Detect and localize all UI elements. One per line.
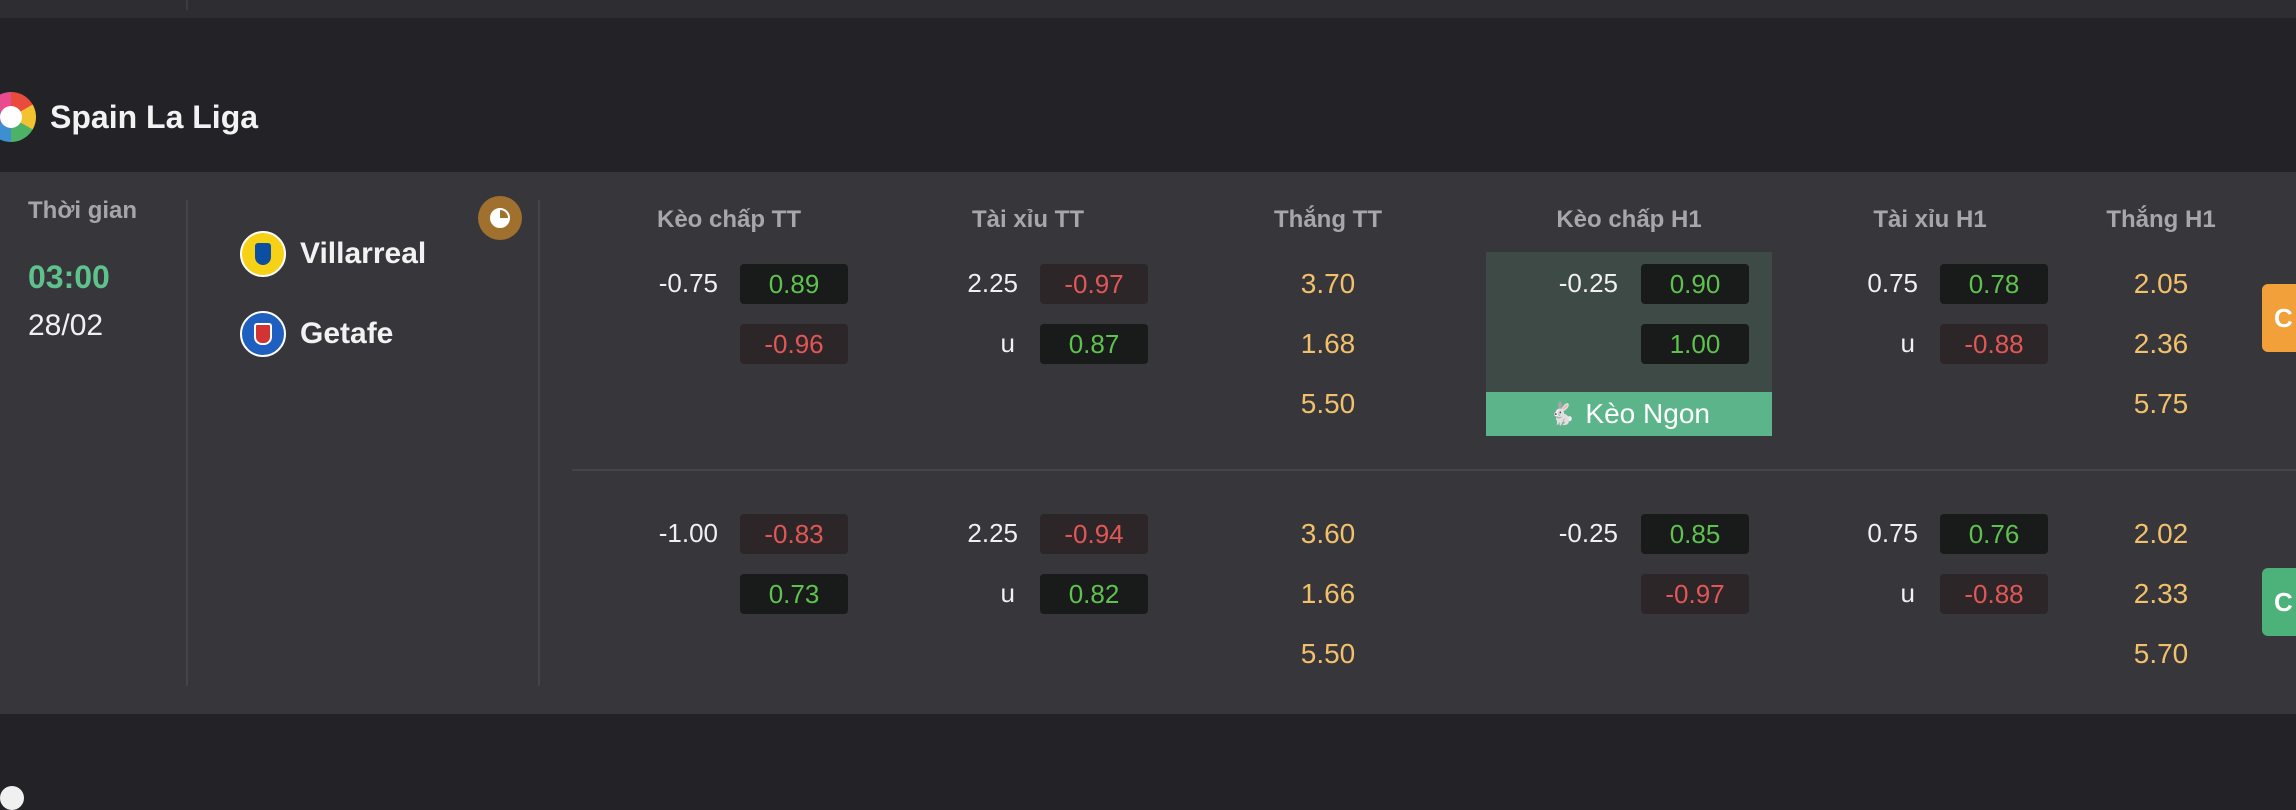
- odds-button[interactable]: 0.73: [740, 574, 848, 614]
- bet-button-orange[interactable]: C: [2262, 284, 2296, 352]
- laliga-logo-ball: [0, 106, 22, 128]
- win-odds-home[interactable]: 3.70: [1300, 268, 1356, 299]
- bet-button-green[interactable]: C: [2262, 568, 2296, 636]
- odds-button[interactable]: -0.88: [1940, 574, 2048, 614]
- previous-match-strip: [0, 0, 2296, 18]
- under-label: u: [1900, 578, 1915, 608]
- away-team-name: Getafe: [300, 317, 394, 350]
- column-divider: [538, 200, 540, 686]
- odds-button[interactable]: 0.89: [740, 264, 848, 304]
- win-odds-home[interactable]: 2.05: [2133, 268, 2189, 299]
- time-label: Thời gian: [28, 197, 138, 224]
- total-line: 2.25: [967, 268, 1018, 298]
- col-header-handicap-ft: Kèo chấp TT: [656, 206, 801, 233]
- odds-button[interactable]: 0.87: [1040, 324, 1148, 364]
- win-odds-home[interactable]: 2.02: [2133, 518, 2189, 549]
- odds-button[interactable]: 1.00: [1641, 324, 1749, 364]
- kickoff-time: 03:00: [28, 259, 110, 295]
- keo-ngon-label: Kèo Ngon: [1585, 398, 1710, 429]
- home-team[interactable]: Villarreal: [240, 230, 426, 278]
- away-team[interactable]: Getafe: [240, 310, 393, 358]
- odds-button[interactable]: -0.97: [1040, 264, 1148, 304]
- handicap-line: -0.25: [1558, 268, 1618, 298]
- keo-ngon-badge[interactable]: 🐇 Kèo Ngon: [1486, 392, 1772, 436]
- under-label: u: [1000, 578, 1015, 608]
- column-divider: [186, 200, 188, 686]
- win-odds-home[interactable]: 3.60: [1300, 518, 1356, 549]
- odds-button[interactable]: -0.83: [740, 514, 848, 554]
- getafe-crest-icon: [240, 311, 286, 357]
- divider: [186, 0, 188, 10]
- odds-button[interactable]: 0.85: [1641, 514, 1749, 554]
- win-odds-away[interactable]: 2.33: [2133, 578, 2189, 609]
- rabbit-icon: 🐇: [1548, 401, 1576, 426]
- win-odds-draw[interactable]: 5.75: [2133, 388, 2189, 419]
- win-odds-draw[interactable]: 5.70: [2133, 638, 2189, 669]
- total-line: 0.75: [1867, 518, 1918, 548]
- next-league-logo-icon: [0, 786, 24, 810]
- win-odds-draw[interactable]: 5.50: [1300, 388, 1356, 419]
- league-title[interactable]: Spain La Liga: [50, 99, 259, 135]
- total-line: 2.25: [967, 518, 1018, 548]
- home-team-name: Villarreal: [300, 237, 427, 270]
- kickoff-date: 28/02: [28, 309, 104, 342]
- col-header-win-ft: Thắng TT: [1274, 206, 1382, 233]
- odds-button[interactable]: -0.96: [740, 324, 848, 364]
- win-odds-draw[interactable]: 5.50: [1300, 638, 1356, 669]
- win-odds-away[interactable]: 1.66: [1300, 578, 1356, 609]
- col-header-overunder-ft: Tài xỉu TT: [971, 206, 1084, 233]
- win-odds-away[interactable]: 2.36: [2133, 328, 2189, 359]
- row-divider: [572, 469, 2296, 471]
- under-label: u: [1000, 328, 1015, 358]
- villarreal-crest-icon: [240, 231, 286, 277]
- stats-button[interactable]: [478, 196, 522, 240]
- col-header-win-h1: Thắng H1: [2106, 206, 2216, 233]
- handicap-line: -1.00: [658, 518, 718, 548]
- odds-button[interactable]: 0.90: [1641, 264, 1749, 304]
- odds-button[interactable]: 0.76: [1940, 514, 2048, 554]
- match-card: [0, 172, 2296, 714]
- total-line: 0.75: [1867, 268, 1918, 298]
- col-header-handicap-h1: Kèo chấp H1: [1556, 206, 1702, 233]
- under-label: u: [1900, 328, 1915, 358]
- win-odds-away[interactable]: 1.68: [1300, 328, 1356, 359]
- odds-button[interactable]: -0.94: [1040, 514, 1148, 554]
- handicap-line: -0.75: [658, 268, 718, 298]
- handicap-line: -0.25: [1558, 518, 1618, 548]
- pie-chart-icon: [490, 208, 510, 228]
- odds-button[interactable]: -0.97: [1641, 574, 1749, 614]
- odds-button[interactable]: -0.88: [1940, 324, 2048, 364]
- odds-button[interactable]: 0.78: [1940, 264, 2048, 304]
- col-header-overunder-h1: Tài xỉu H1: [1873, 206, 1987, 233]
- odds-button[interactable]: 0.82: [1040, 574, 1148, 614]
